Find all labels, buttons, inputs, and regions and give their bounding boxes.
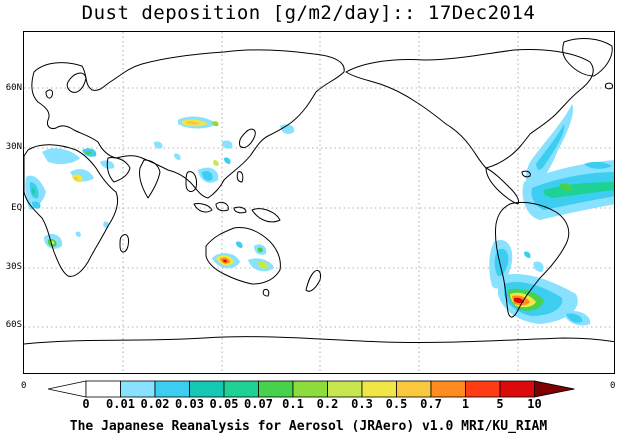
colorbar-tick-label: 0.02	[140, 397, 170, 411]
coastlines	[24, 38, 614, 345]
map-title: Dust deposition [g/m2/day]:: 17Dec2014	[81, 2, 536, 24]
colorbar-box	[430, 380, 466, 398]
frame-zero-left: 0	[21, 381, 27, 391]
colorbar	[48, 380, 575, 398]
colorbar-tick-label: 0.5	[385, 397, 408, 411]
colorbar-box	[361, 380, 397, 398]
colorbar-tick-label: 0.2	[316, 397, 339, 411]
colorbar-tick-label: 0.3	[351, 397, 373, 411]
lat-label-30s: 30S	[5, 262, 22, 272]
colorbar-box	[85, 380, 121, 398]
dust-deposition-field	[25, 104, 614, 326]
colorbar-box	[396, 380, 432, 398]
colorbar-box	[189, 380, 225, 398]
lat-label-30n: 30N	[5, 142, 22, 152]
lat-label-60s: 60S	[5, 320, 22, 330]
colorbar-tick-label: 10	[527, 397, 542, 411]
colorbar-tick-label: 0.01	[106, 397, 135, 411]
lat-label-eq: EQ	[11, 203, 22, 213]
colorbar-tick-label: 0.03	[175, 397, 204, 411]
map-panel	[23, 31, 615, 374]
colorbar-box	[258, 380, 294, 398]
frame-zero-right: 0	[610, 381, 616, 391]
colorbar-tick-label: 0.7	[420, 397, 442, 411]
world-map	[24, 32, 614, 373]
footer-credit: The Japanese Reanalysis for Aerosol (JRA…	[69, 419, 548, 434]
colorbar-box	[465, 380, 501, 398]
colorbar-tick-label: 0	[82, 397, 90, 411]
colorbar-tick-label: 0.07	[244, 397, 273, 411]
colorbar-tick-label: 5	[496, 397, 504, 411]
lat-label-60n: 60N	[5, 83, 22, 93]
colorbar-box	[292, 380, 328, 398]
colorbar-box	[120, 380, 156, 398]
colorbar-extend-low	[48, 380, 87, 398]
colorbar-tick-label: 0.05	[209, 397, 239, 411]
colorbar-tick-label: 1	[461, 397, 470, 411]
colorbar-box	[223, 380, 259, 398]
colorbar-extend-high	[534, 380, 575, 398]
colorbar-box	[327, 380, 363, 398]
colorbar-tick-label: 0.1	[282, 397, 304, 411]
colorbar-box	[154, 380, 190, 398]
colorbar-box	[499, 380, 535, 398]
